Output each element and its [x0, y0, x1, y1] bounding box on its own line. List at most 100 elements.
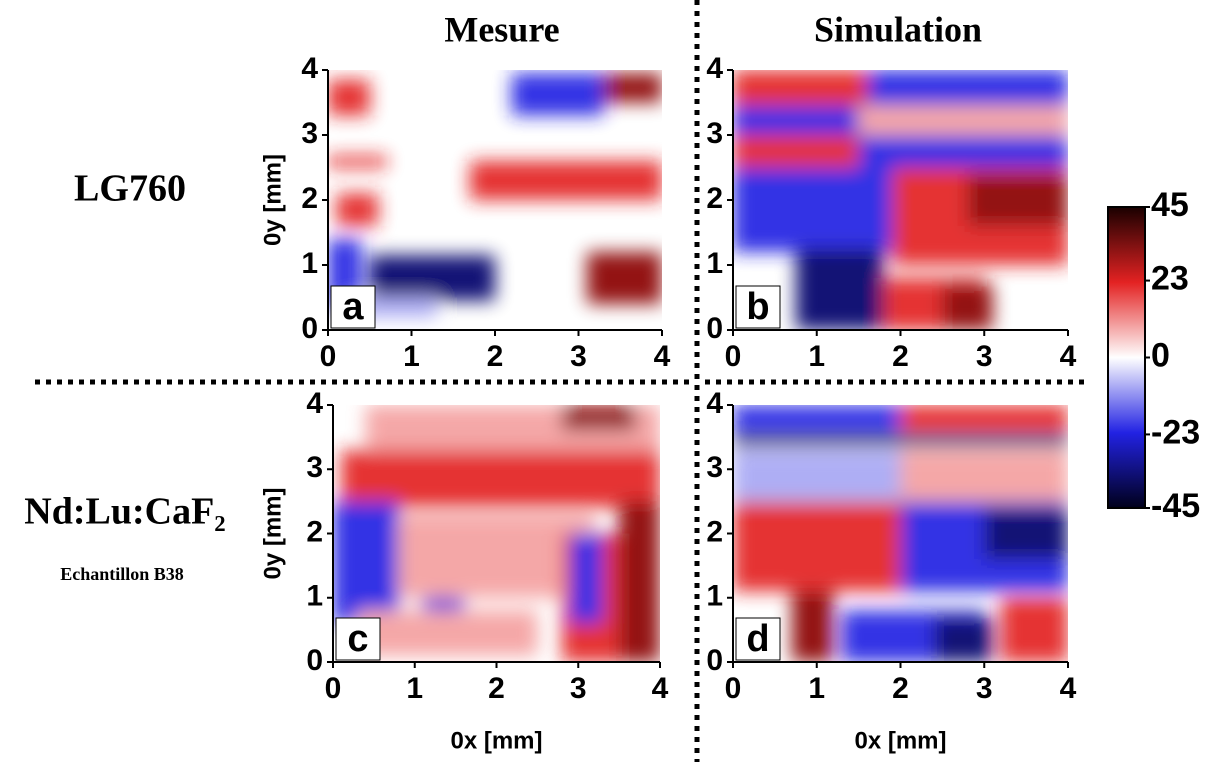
- heatmap-field: [333, 405, 660, 662]
- panel-label-box: [330, 285, 376, 329]
- colorbar: [1107, 206, 1146, 509]
- heatmap: [733, 405, 1068, 662]
- row-label: LG760: [74, 168, 186, 210]
- sample-label: Echantillon B38: [60, 564, 184, 584]
- y-axis-label: 0y [mm]: [259, 487, 286, 579]
- heatmap-region: [398, 514, 595, 598]
- x-tick-label: 2: [892, 672, 909, 705]
- row-label: Nd:Lu:CaF₂: [24, 491, 225, 533]
- panel-label: b: [746, 286, 769, 328]
- y-tick-label: 3: [301, 117, 318, 150]
- y-tick-label: 1: [306, 580, 323, 613]
- heatmap-region: [984, 507, 1068, 560]
- heatmap-region: [603, 73, 662, 103]
- heatmap-region: [795, 248, 884, 330]
- x-tick-label: 2: [892, 340, 909, 373]
- heatmap-region: [791, 591, 834, 662]
- heatmap-region: [336, 193, 379, 226]
- x-tick-label: 3: [570, 340, 587, 373]
- x-tick-label: 1: [403, 340, 420, 373]
- y-tick-label: 3: [706, 451, 723, 484]
- x-tick-label: 0: [320, 340, 337, 373]
- y-tick-label: 4: [306, 387, 323, 420]
- heatmap: [733, 70, 1068, 330]
- heatmap-region: [942, 284, 993, 330]
- heatmap-region: [586, 252, 662, 304]
- heatmap-region: [333, 501, 399, 624]
- x-axis-label: 0x [mm]: [450, 727, 542, 754]
- x-tick-label: 2: [488, 672, 505, 705]
- heatmap: [333, 405, 660, 662]
- heatmap-region: [561, 405, 636, 431]
- heatmap: [328, 70, 662, 330]
- colorbar-tick-label: -23: [1151, 413, 1200, 451]
- y-tick-label: 2: [706, 182, 723, 215]
- y-tick-label: 1: [301, 247, 318, 280]
- x-tick-label: 0: [325, 672, 342, 705]
- x-tick-label: 4: [1060, 672, 1077, 705]
- heatmap-region: [733, 135, 859, 168]
- heatmap-region: [733, 70, 867, 106]
- y-tick-label: 1: [706, 247, 723, 280]
- heatmap-region: [858, 135, 1068, 168]
- heatmap-region: [369, 255, 495, 301]
- heatmap-region: [328, 79, 370, 116]
- x-tick-label: 4: [1060, 340, 1077, 373]
- x-tick-label: 4: [654, 340, 671, 373]
- x-tick-label: 2: [487, 340, 504, 373]
- heatmap-region: [934, 617, 993, 662]
- colorbar-tick-label: 23: [1151, 260, 1189, 298]
- y-tick-label: 1: [706, 580, 723, 613]
- x-tick-label: 3: [976, 672, 993, 705]
- panel-label: a: [342, 286, 364, 328]
- x-tick-label: 3: [976, 340, 993, 373]
- heatmap-region: [341, 449, 660, 508]
- heatmap-region: [858, 105, 1068, 135]
- y-tick-label: 4: [301, 52, 318, 85]
- x-axis-label: 0x [mm]: [854, 727, 946, 754]
- y-tick-label: 0: [306, 644, 323, 677]
- heatmap-region: [900, 449, 1068, 502]
- y-tick-label: 0: [706, 644, 723, 677]
- heatmap-region: [733, 501, 901, 592]
- y-tick-label: 3: [706, 117, 723, 150]
- x-tick-label: 0: [725, 672, 742, 705]
- panel-label-box: [735, 617, 781, 661]
- heatmap-region: [900, 405, 1068, 431]
- panel-label-box: [735, 285, 781, 329]
- heatmap-region: [619, 501, 660, 662]
- heatmap-region: [733, 449, 901, 502]
- x-tick-label: 1: [406, 672, 423, 705]
- colorbar-tick-label: 0: [1151, 336, 1170, 374]
- heatmap-region: [357, 610, 538, 656]
- x-tick-label: 1: [808, 340, 825, 373]
- heatmap-region: [967, 174, 1068, 226]
- x-tick-label: 0: [725, 340, 742, 373]
- colorbar-tick-label: 45: [1151, 186, 1189, 224]
- x-tick-label: 1: [808, 672, 825, 705]
- y-tick-label: 2: [306, 515, 323, 548]
- x-tick-label: 3: [570, 672, 587, 705]
- heatmap-region: [867, 70, 1068, 106]
- heatmap-region: [1001, 597, 1068, 662]
- column-title: Simulation: [814, 9, 982, 49]
- column-title: Mesure: [444, 9, 559, 49]
- heatmap-region: [733, 105, 859, 135]
- y-tick-label: 3: [306, 451, 323, 484]
- heatmap-region: [469, 161, 662, 200]
- heatmap-region: [733, 433, 1068, 447]
- heatmap-region: [570, 533, 603, 624]
- y-tick-label: 4: [706, 387, 723, 420]
- heatmap-region: [511, 73, 604, 116]
- y-tick-label: 0: [301, 312, 318, 345]
- x-tick-label: 4: [652, 672, 669, 705]
- heatmap-field: [733, 70, 1068, 330]
- panel-label: c: [347, 618, 368, 660]
- y-tick-label: 4: [706, 52, 723, 85]
- heatmap-region: [328, 155, 387, 168]
- y-tick-label: 0: [706, 312, 723, 345]
- panel-label-box: [335, 617, 381, 661]
- y-tick-label: 2: [301, 182, 318, 215]
- panel-label: d: [746, 618, 769, 660]
